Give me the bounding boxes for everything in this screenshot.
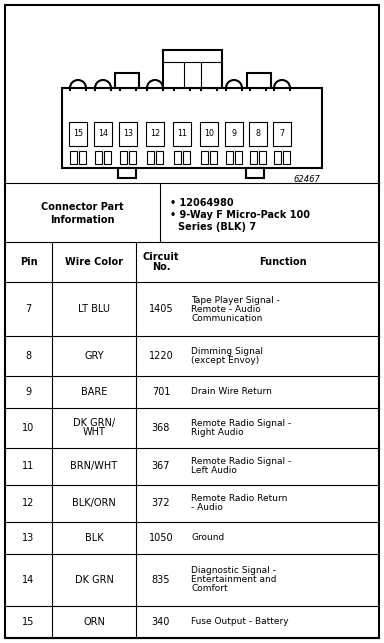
Text: 835: 835 xyxy=(152,575,170,585)
Text: LT BLU: LT BLU xyxy=(78,304,110,314)
Text: Series (BLK) 7: Series (BLK) 7 xyxy=(178,222,256,231)
Text: 12: 12 xyxy=(150,129,160,138)
Bar xyxy=(225,122,243,146)
Bar xyxy=(283,151,290,164)
Text: No.: No. xyxy=(152,262,170,272)
Text: 13: 13 xyxy=(22,533,35,543)
Text: Left Audio: Left Audio xyxy=(191,466,237,475)
Bar xyxy=(246,168,264,178)
Text: 9: 9 xyxy=(25,387,31,397)
Text: Fuse Output - Battery: Fuse Output - Battery xyxy=(191,617,289,626)
Text: 13: 13 xyxy=(123,129,133,138)
Text: 12: 12 xyxy=(22,498,35,508)
Text: Circuit: Circuit xyxy=(143,252,179,262)
Text: Remote Radio Signal -: Remote Radio Signal - xyxy=(191,419,291,428)
Text: GRY: GRY xyxy=(84,351,104,361)
Text: Communication: Communication xyxy=(191,314,262,323)
Text: DK GRN: DK GRN xyxy=(74,575,113,585)
Text: 8: 8 xyxy=(25,351,31,361)
Bar xyxy=(201,151,208,164)
Text: BARE: BARE xyxy=(81,387,107,397)
Text: Entertainment and: Entertainment and xyxy=(191,575,276,584)
Bar xyxy=(163,50,222,88)
Text: Information: Information xyxy=(50,215,115,224)
Text: - Audio: - Audio xyxy=(191,503,223,512)
Text: Dimming Signal: Dimming Signal xyxy=(191,347,263,356)
Text: 701: 701 xyxy=(152,387,170,397)
Text: Remote Radio Return: Remote Radio Return xyxy=(191,494,287,503)
Text: 340: 340 xyxy=(152,617,170,627)
Bar xyxy=(210,151,217,164)
Bar xyxy=(119,122,137,146)
Text: Remote - Audio: Remote - Audio xyxy=(191,305,261,314)
Text: 14: 14 xyxy=(22,575,35,585)
Text: WHT: WHT xyxy=(83,428,106,437)
Bar xyxy=(146,122,164,146)
Bar xyxy=(235,151,242,164)
Text: Drain Wire Return: Drain Wire Return xyxy=(191,388,272,397)
Text: 367: 367 xyxy=(152,461,170,471)
Text: 368: 368 xyxy=(152,423,170,433)
Bar xyxy=(226,151,233,164)
Text: Tape Player Signal -: Tape Player Signal - xyxy=(191,296,280,305)
Text: 1220: 1220 xyxy=(149,351,173,361)
Text: DK GRN/: DK GRN/ xyxy=(73,419,115,428)
Text: 1405: 1405 xyxy=(149,304,173,314)
Text: BLK: BLK xyxy=(85,533,103,543)
Bar xyxy=(173,122,191,146)
Text: ORN: ORN xyxy=(83,617,105,627)
Bar xyxy=(79,151,86,164)
Bar xyxy=(120,151,127,164)
Bar xyxy=(147,151,154,164)
Text: 7: 7 xyxy=(25,304,31,314)
Bar xyxy=(259,151,266,164)
Bar xyxy=(118,168,136,178)
Text: 10: 10 xyxy=(204,129,214,138)
Bar xyxy=(104,151,111,164)
Bar xyxy=(129,151,136,164)
Text: 11: 11 xyxy=(177,129,187,138)
Bar xyxy=(274,151,281,164)
Bar xyxy=(156,151,163,164)
Text: 1050: 1050 xyxy=(149,533,173,543)
Text: • 12064980: • 12064980 xyxy=(170,197,233,208)
Bar xyxy=(174,151,181,164)
Bar xyxy=(115,73,139,88)
Bar xyxy=(247,73,271,88)
Text: Right Audio: Right Audio xyxy=(191,428,243,437)
Bar xyxy=(70,151,77,164)
Bar xyxy=(200,122,218,146)
Bar xyxy=(250,151,257,164)
Bar xyxy=(249,122,267,146)
Text: 15: 15 xyxy=(73,129,83,138)
Text: • 9-Way F Micro-Pack 100: • 9-Way F Micro-Pack 100 xyxy=(170,210,310,220)
Text: 7: 7 xyxy=(280,129,285,138)
Text: Wire Color: Wire Color xyxy=(65,257,123,267)
Bar xyxy=(94,122,112,146)
Bar xyxy=(95,151,102,164)
Text: (except Envoy): (except Envoy) xyxy=(191,356,259,365)
Text: 11: 11 xyxy=(22,461,35,471)
Bar xyxy=(69,122,87,146)
Text: Connector Part: Connector Part xyxy=(41,202,124,212)
Text: Pin: Pin xyxy=(20,257,37,267)
Text: 372: 372 xyxy=(152,498,170,508)
Text: 15: 15 xyxy=(22,617,35,627)
Text: BRN/WHT: BRN/WHT xyxy=(70,461,118,471)
Text: BLK/ORN: BLK/ORN xyxy=(72,498,116,508)
Text: 10: 10 xyxy=(22,423,35,433)
Text: Comfort: Comfort xyxy=(191,584,228,593)
Bar xyxy=(183,151,190,164)
Text: Ground: Ground xyxy=(191,533,224,542)
Text: Diagnostic Signal -: Diagnostic Signal - xyxy=(191,566,276,575)
Text: 8: 8 xyxy=(255,129,260,138)
Bar xyxy=(273,122,291,146)
Text: Remote Radio Signal -: Remote Radio Signal - xyxy=(191,457,291,466)
Text: 62467: 62467 xyxy=(293,176,320,185)
Text: 9: 9 xyxy=(232,129,237,138)
Bar xyxy=(62,88,322,168)
Text: Function: Function xyxy=(259,257,306,267)
Text: 14: 14 xyxy=(98,129,108,138)
